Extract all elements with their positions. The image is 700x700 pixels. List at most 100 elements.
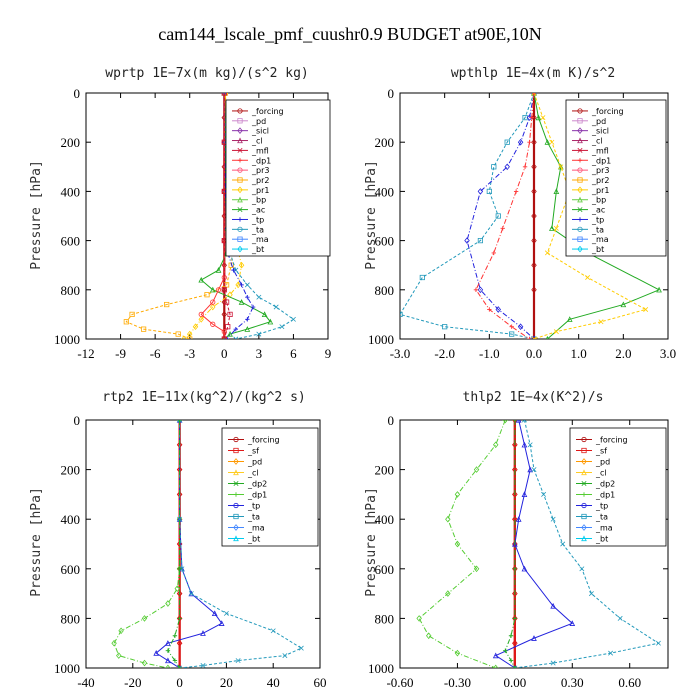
legend-marker (237, 207, 243, 213)
legend-marker (581, 436, 587, 443)
x-tick-label: -12 (77, 346, 94, 361)
point-ta (550, 516, 556, 522)
x-tick-label: 20 (220, 675, 233, 690)
point-tp (477, 188, 484, 195)
point-ac (549, 225, 555, 231)
series-line-tp (494, 420, 574, 668)
point-ac (209, 286, 216, 293)
point-dp1 (529, 115, 534, 120)
x-tick-label: 0 (176, 675, 183, 690)
legend-label: _ta (251, 225, 264, 234)
legend-marker (581, 535, 587, 542)
legend-marker (577, 158, 583, 163)
legend-label: _ta (247, 513, 260, 522)
point-forcing (221, 311, 228, 318)
point-dp1 (522, 164, 528, 169)
point-tp (245, 294, 250, 300)
y-tick-label: 200 (375, 463, 395, 478)
point-pr1 (558, 164, 564, 170)
legend-label: _sicl (591, 127, 609, 136)
y-tick-label: 600 (61, 234, 81, 249)
x-tick-label: 60 (314, 675, 327, 690)
point-ac (198, 276, 205, 283)
point-tp (233, 326, 239, 332)
y-tick-label: 0 (74, 86, 81, 101)
legend-label: _tp (251, 215, 264, 224)
legend-label: _cl (591, 137, 603, 146)
legend-marker (237, 137, 243, 144)
legend-label: _ac (251, 206, 265, 215)
point-dp1b (118, 627, 124, 635)
legend-label: _dp1 (247, 491, 267, 500)
point-ta (256, 294, 262, 300)
x-tick-label: 0.60 (618, 675, 641, 690)
point-tp (231, 267, 236, 273)
legend-label: _ta (595, 513, 608, 522)
point-ta (233, 267, 239, 273)
legend-marker (577, 186, 583, 194)
point-tp (495, 306, 501, 313)
legend-label: _ta (591, 225, 604, 234)
legend-label: _forcing (251, 107, 284, 116)
legend-label: _dp2 (247, 480, 267, 489)
legend-marker (577, 118, 583, 124)
y-tick-label: 200 (61, 463, 81, 478)
x-tick-label: -1.0 (479, 346, 500, 361)
point-pr2 (164, 301, 170, 308)
legend-marker (577, 108, 583, 114)
legend-label: _bp (251, 196, 266, 205)
point-dp2 (177, 420, 182, 423)
series-line-pr2 (125, 93, 235, 339)
panel-rtp2: rtp2 1E−11x(kg^2)/(kg^2 s) Pressure [hPa… (29, 390, 327, 690)
plot-frame (399, 419, 669, 669)
y-tick-label: 1000 (368, 332, 394, 347)
x-tick-label: 9 (325, 346, 332, 361)
x-tick-label: 0 (221, 346, 228, 361)
legend-label: _pr3 (251, 166, 269, 175)
panel-title: thlp2 1E−4x(K^2)/s (463, 390, 604, 405)
point-tp (504, 163, 510, 171)
legend-marker (581, 524, 587, 531)
y-tick-label: 800 (61, 611, 81, 626)
legend-marker (233, 458, 239, 465)
y-tick-label: 1000 (54, 332, 80, 347)
point-ta (509, 331, 515, 337)
y-tick-label: 200 (375, 135, 395, 150)
legend-box (565, 99, 667, 257)
legend-label: _bt (595, 535, 608, 544)
point-ac (620, 301, 627, 308)
point-pr1 (222, 93, 229, 97)
legend-marker (577, 127, 583, 135)
point-tp (218, 620, 225, 626)
legend-label: _cl (595, 469, 607, 478)
point-forcing (531, 188, 537, 195)
legend-marker (237, 108, 243, 114)
point-pr1 (540, 115, 546, 121)
point-mfl (221, 287, 227, 293)
point-ta (550, 660, 556, 666)
legend-marker (237, 226, 243, 232)
legend-label: _mfl (251, 146, 269, 155)
panel-title: wpthlp 1E−4x(m K)/s^2 (451, 66, 615, 81)
point-dp1 (198, 311, 204, 317)
legend-label: _pr1 (251, 186, 269, 195)
legend-marker (577, 177, 583, 183)
point-ta (495, 213, 501, 219)
x-tick-label: 3 (256, 346, 263, 361)
point-forcing (531, 138, 537, 146)
legend-label: _forcing (595, 436, 628, 445)
point-tp (250, 304, 256, 310)
point-dp1b (425, 632, 432, 640)
legend-label: _dp1 (591, 156, 611, 165)
figure-title: cam144_lscale_pmf_cuushr0.9 BUDGET at90E… (158, 24, 542, 44)
y-tick-label: 600 (375, 234, 395, 249)
legend-marker (581, 447, 587, 454)
point-ac (238, 299, 245, 305)
x-tick-label: 40 (267, 675, 280, 690)
x-tick-label: 6 (290, 346, 297, 361)
point-dp1 (527, 336, 532, 339)
legend-marker (237, 147, 243, 153)
legend-label: _sf (595, 447, 607, 456)
legend-marker (233, 513, 239, 520)
point-ta (279, 324, 285, 330)
